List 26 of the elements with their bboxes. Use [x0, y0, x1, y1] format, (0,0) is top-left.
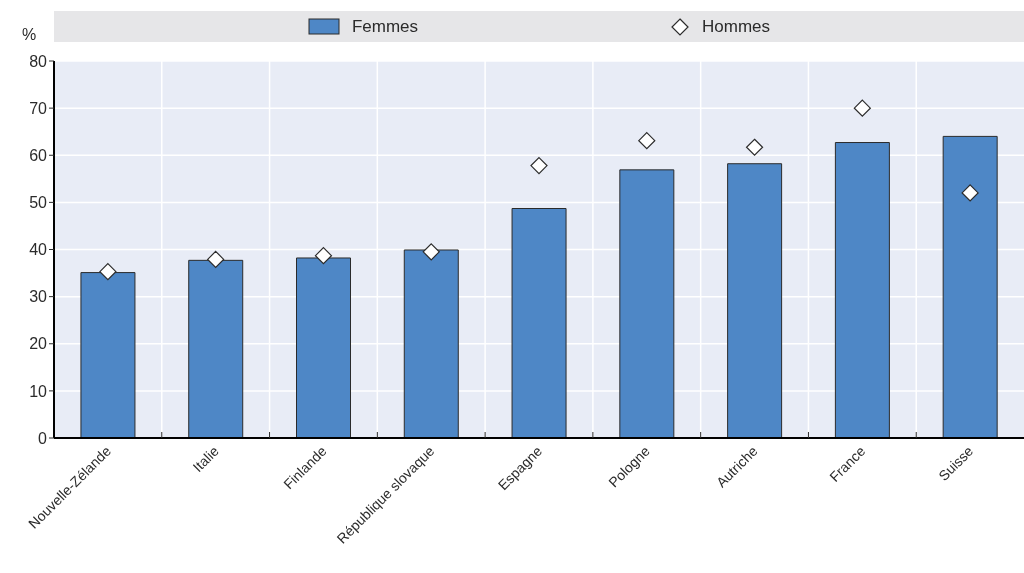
bar [511, 208, 567, 438]
point [638, 132, 656, 150]
point [314, 247, 333, 265]
point [422, 243, 440, 261]
y-tick-label: 50 [29, 194, 48, 212]
y-tick-label: 70 [29, 99, 48, 117]
y-tick-label: 30 [29, 288, 48, 306]
legend-label: Femmes [351, 16, 419, 37]
y-tick-label: 40 [29, 241, 48, 259]
bar [727, 163, 783, 438]
y-tick-label: 20 [29, 335, 48, 353]
legend-label: Hommes [702, 16, 771, 37]
y-axis-title: % [22, 26, 37, 44]
bar [942, 135, 998, 438]
y-tick-label: 60 [29, 146, 48, 164]
bar [834, 142, 890, 438]
point [745, 138, 764, 156]
point [207, 250, 225, 268]
y-tick-label: 10 [29, 382, 48, 400]
y-tick-label: 0 [38, 429, 48, 447]
point [961, 184, 979, 202]
point [853, 99, 871, 117]
point [530, 157, 548, 175]
y-tick-label: 80 [29, 52, 48, 70]
bar [619, 169, 675, 438]
point [99, 263, 117, 281]
